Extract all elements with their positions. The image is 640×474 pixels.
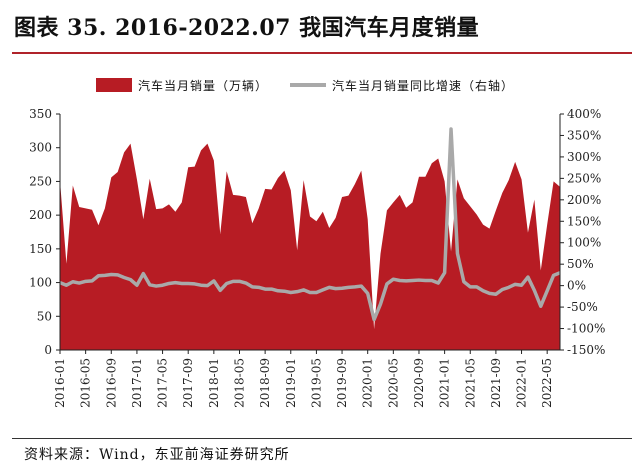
right-tick-label: 100% bbox=[567, 236, 601, 250]
left-tick-label: 50 bbox=[37, 309, 52, 323]
x-tick-label: 2021-01 bbox=[438, 358, 452, 408]
left-tick-label: 0 bbox=[44, 343, 52, 357]
legend-swatch-growth bbox=[290, 83, 327, 87]
x-tick-label: 2021-05 bbox=[463, 358, 477, 408]
x-tick-label: 2020-01 bbox=[361, 358, 375, 408]
left-tick-label: 200 bbox=[29, 208, 52, 222]
left-tick-label: 100 bbox=[29, 276, 52, 290]
x-tick-label: 2018-05 bbox=[232, 358, 246, 408]
right-tick-label: -50% bbox=[567, 300, 598, 314]
x-tick-label: 2016-01 bbox=[53, 358, 67, 408]
left-tick-label: 150 bbox=[29, 242, 52, 256]
right-tick-label: -150% bbox=[567, 343, 605, 357]
legend-label-growth: 汽车当月销量同比增速（右轴） bbox=[332, 78, 515, 93]
x-tick-label: 2022-05 bbox=[540, 358, 554, 408]
right-tick-label: 0% bbox=[567, 279, 586, 293]
x-tick-label: 2019-01 bbox=[284, 358, 298, 408]
right-tick-label: 150% bbox=[567, 214, 601, 228]
right-tick-label: 300% bbox=[567, 150, 601, 164]
x-tick-label: 2017-09 bbox=[181, 358, 195, 408]
series-area-sales bbox=[60, 143, 560, 350]
x-tick-label: 2018-01 bbox=[207, 358, 221, 408]
legend-label-sales: 汽车当月销量（万辆） bbox=[138, 78, 269, 93]
x-tick-label: 2016-05 bbox=[79, 358, 93, 408]
right-tick-label: 250% bbox=[567, 171, 601, 185]
right-tick-label: 350% bbox=[567, 128, 601, 142]
x-tick-label: 2021-09 bbox=[489, 358, 503, 408]
x-tick-label: 2017-05 bbox=[156, 358, 170, 408]
title-bar: 图表 35. 2016-2022.07 我国汽车月度销量 bbox=[0, 0, 640, 50]
x-tick-label: 2020-05 bbox=[386, 358, 400, 408]
source-note: 资料来源：Wind，东亚前海证券研究所 bbox=[24, 444, 290, 464]
source-label: 资料来源： bbox=[24, 447, 99, 463]
x-tick-label: 2020-09 bbox=[412, 358, 426, 408]
x-tick-label: 2022-01 bbox=[515, 358, 529, 408]
left-tick-label: 300 bbox=[29, 141, 52, 155]
x-tick-label: 2018-09 bbox=[258, 358, 272, 408]
x-tick-label: 2019-09 bbox=[335, 358, 349, 408]
chart-svg: 0 50 100 150 200 250 300 350 -150% -100% -50% 0% 50%… bbox=[29, 107, 605, 408]
series-line-growth bbox=[59, 127, 561, 322]
chart-legend: 汽车当月销量（万辆） 汽车当月销量同比增速（右轴） bbox=[96, 74, 514, 96]
source-text: Wind，东亚前海证券研究所 bbox=[99, 447, 290, 463]
x-tick-label: 2019-05 bbox=[309, 358, 323, 408]
chart-area: 0 50 100 150 200 250 300 350 -150% -100% -50% 0% 50%… bbox=[0, 100, 640, 430]
x-tick-label: 2017-01 bbox=[130, 358, 144, 408]
left-tick-label: 350 bbox=[29, 107, 52, 121]
legend-swatch-sales bbox=[96, 78, 132, 92]
title-underline bbox=[12, 52, 632, 54]
footer-rule bbox=[12, 438, 632, 439]
right-tick-label: 400% bbox=[567, 107, 601, 121]
chart-title: 图表 35. 2016-2022.07 我国汽车月度销量 bbox=[14, 15, 480, 41]
right-tick-label: -100% bbox=[567, 322, 605, 336]
right-tick-label: 200% bbox=[567, 193, 601, 207]
left-tick-label: 250 bbox=[29, 174, 52, 188]
right-tick-label: 50% bbox=[567, 257, 594, 271]
x-tick-label: 2016-09 bbox=[104, 358, 118, 408]
